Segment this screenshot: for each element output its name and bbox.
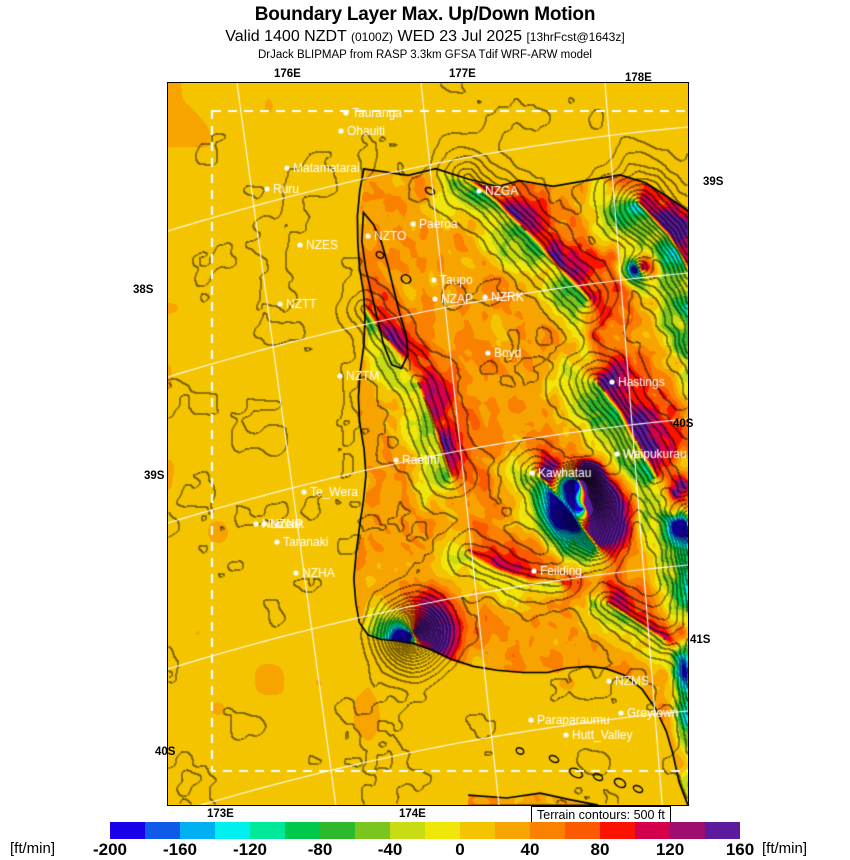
graticule-label: 178E — [625, 72, 652, 84]
colorbar-swatch — [285, 822, 320, 839]
header-block: Boundary Layer Max. Up/Down Motion Valid… — [0, 0, 850, 61]
graticule-label: 176E — [274, 68, 301, 80]
colorbar-tick: -40 — [377, 840, 403, 859]
colorbar-swatch — [180, 822, 215, 839]
colorbar-tick: 40 — [520, 840, 540, 859]
colorbar-swatch — [600, 822, 635, 839]
colorbar-swatch — [425, 822, 460, 839]
colorbar-swatch — [110, 822, 145, 839]
vertical-motion-heatmap[interactable] — [168, 83, 688, 805]
valid-utc: (0100Z) — [351, 30, 394, 44]
colorbar-swatch — [215, 822, 250, 839]
colorbar-unit-left: [ft/min] — [10, 840, 56, 857]
valid-prefix: Valid 1400 NZDT — [225, 28, 347, 45]
colorbar-swatch — [670, 822, 705, 839]
colorbar-swatch — [320, 822, 355, 839]
colorbar-swatch — [460, 822, 495, 839]
colorbar-swatch — [635, 822, 670, 839]
graticule-label: 40S — [673, 418, 694, 430]
colorbar-swatch — [495, 822, 530, 839]
valid-date: WED 23 Jul 2025 — [397, 28, 522, 45]
colorbar-unit-right: [ft/min] — [762, 840, 808, 857]
colorbar-swatch — [145, 822, 180, 839]
graticule-label: 41S — [690, 634, 711, 646]
colorbar-tick: -120 — [232, 840, 268, 859]
colorbar-tick: -200 — [92, 840, 128, 859]
terrain-contour-note: Terrain contours: 500 ft — [531, 806, 671, 825]
valid-time-line: Valid 1400 NZDT (0100Z) WED 23 Jul 2025 … — [0, 26, 850, 46]
colorbar-tick: -160 — [162, 840, 198, 859]
graticule-label: 39S — [703, 176, 724, 188]
colorbar-swatch — [530, 822, 565, 839]
colorbar-swatch — [390, 822, 425, 839]
colorbar: [ft/min] [ft/min] -200 -160 -120 -80 -40 0 40 8… — [0, 820, 850, 860]
page-title: Boundary Layer Max. Up/Down Motion — [254, 4, 596, 25]
graticule-label: 174E — [399, 808, 426, 820]
colorbar-swatch — [355, 822, 390, 839]
colorbar-swatch — [565, 822, 600, 839]
graticule-label: 177E — [449, 68, 476, 80]
map-panel[interactable] — [167, 82, 689, 806]
graticule-label: 38S — [133, 284, 154, 296]
graticule-label: 40S — [155, 746, 176, 758]
colorbar-swatches[interactable] — [110, 822, 740, 839]
model-line: DrJack BLIPMAP from RASP 3.3km GFSA Tdif… — [257, 49, 592, 61]
colorbar-tick: 120 — [655, 840, 685, 859]
graticule-label: 173E — [207, 808, 234, 820]
colorbar-tick: 80 — [590, 840, 610, 859]
colorbar-swatch — [250, 822, 285, 839]
colorbar-swatch — [705, 822, 740, 839]
colorbar-tick: -80 — [307, 840, 333, 859]
forecast-tag: [13hrFcst@1643z] — [526, 30, 625, 44]
colorbar-tick: 160 — [725, 840, 755, 859]
graticule-label: 39S — [144, 470, 165, 482]
colorbar-tick: 0 — [455, 840, 465, 859]
